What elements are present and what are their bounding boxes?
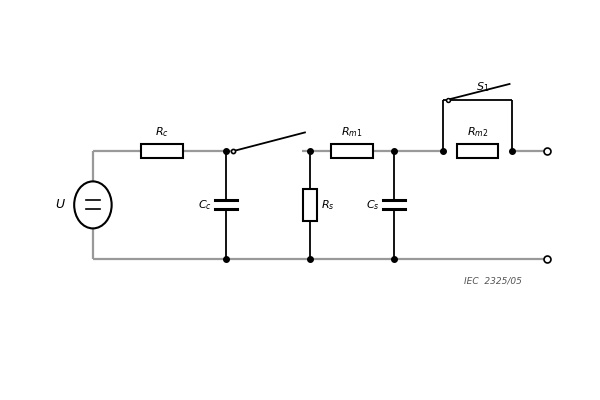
- Text: $R_s$: $R_s$: [321, 198, 334, 212]
- Bar: [457, 144, 499, 158]
- Text: $C_s$: $C_s$: [366, 198, 380, 212]
- Bar: [141, 144, 183, 158]
- Text: $R_c$: $R_c$: [155, 126, 169, 139]
- Bar: [303, 189, 317, 221]
- Bar: [331, 144, 373, 158]
- Text: IEC  2325/05: IEC 2325/05: [464, 276, 522, 285]
- Text: $R_{m1}$: $R_{m1}$: [341, 126, 362, 139]
- Text: $S_1$: $S_1$: [476, 80, 489, 94]
- Ellipse shape: [74, 181, 112, 228]
- Text: $U$: $U$: [55, 198, 66, 211]
- Text: $C_c$: $C_c$: [199, 198, 212, 212]
- Text: $R_{m2}$: $R_{m2}$: [467, 126, 488, 139]
